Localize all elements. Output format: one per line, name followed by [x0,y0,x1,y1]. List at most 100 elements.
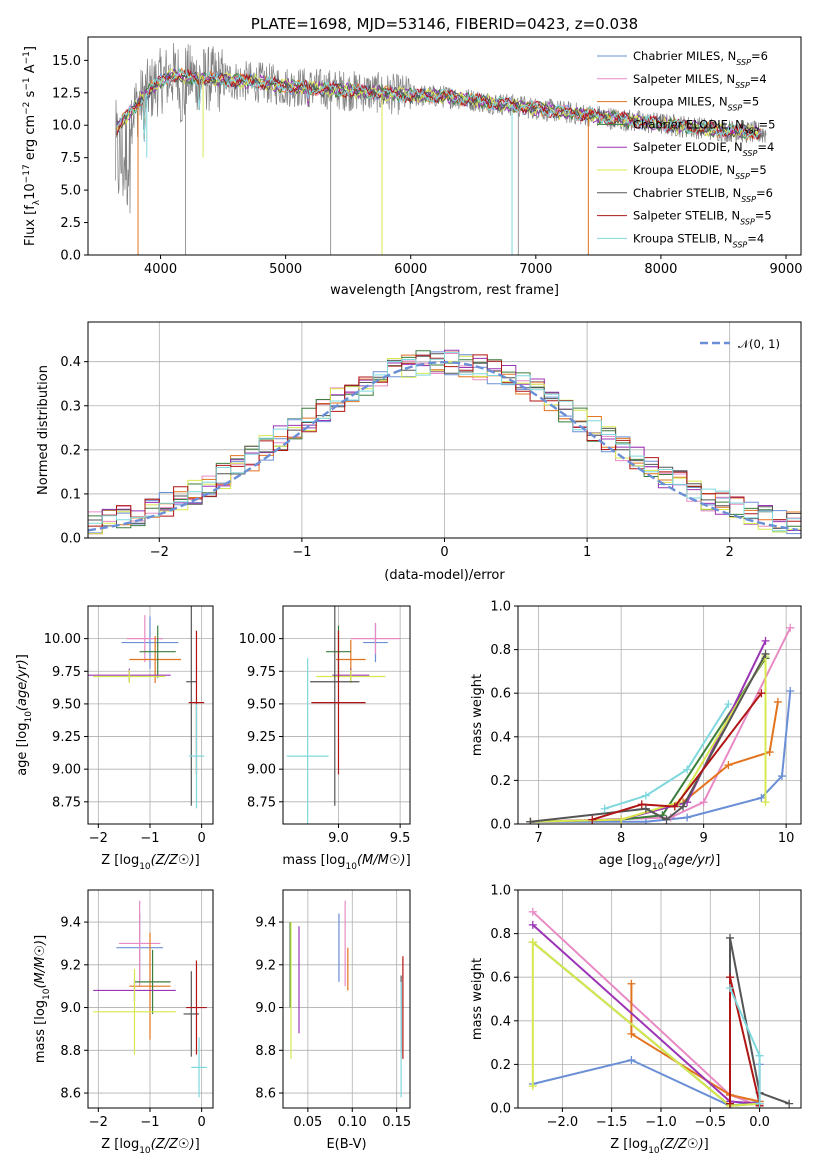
legend-sub: SSP [741,194,756,203]
legend-label: Kroupa MILES, N [633,95,728,109]
y-tick-label: 2.5 [60,216,81,231]
weight-marker [627,1029,636,1038]
weight-marker [662,815,671,824]
x-tick-label: 0 [197,1115,205,1130]
axes-frame [87,605,214,825]
x-tick-label: 0.15 [382,1115,411,1130]
label-part: (Z/Z☉) [660,1137,704,1152]
legend-suffix: =4 [750,72,767,86]
legend-sub: SSP [743,149,758,158]
weight-marker [699,798,708,807]
legend-entry: Salpeter STELIB, NSSP=5 [633,209,772,227]
weight-marker [778,772,787,781]
y-tick-label: 9.75 [52,665,81,680]
x-tick-label: 5000 [269,262,302,277]
legend-suffix: =5 [759,117,776,131]
x-tick-label: 9 [700,831,708,846]
y-tick-label: 0.1 [60,487,81,502]
age-vs-mass-panel: 9.0 9.5 8.75 9.00 9.25 9.50 9.75 10.00 mass [log… [239,605,411,872]
legend-entry: Salpeter ELODIE, NSSP=4 [633,140,774,158]
legend-entry: Kroupa STELIB, NSSP=4 [633,231,764,249]
y-tick-label: 8.75 [247,795,276,810]
y-tick-label: 10.00 [44,632,81,647]
label-part: mass [log [33,1000,48,1063]
y-axis-label: mass weight [470,674,485,756]
x-tick-label: 0 [440,545,448,560]
x-axis-label: Z [log10(Z/Z☉)] [101,1137,199,1156]
y-tick-label: 0.0 [60,249,81,264]
y-tick-label: 8.75 [52,795,81,810]
legend-suffix: =6 [756,186,773,200]
legend-label: Kroupa STELIB, N [633,231,733,245]
y-axis-label: mass [log10(M/M☉)] [33,935,52,1063]
weight-marker [757,793,766,802]
legend-suffix: =4 [747,231,764,245]
y-tick-label: 0.8 [490,927,511,942]
legend-sub: SSP [728,103,743,112]
weight-marker [641,804,650,813]
model-spectrum-line [116,68,762,141]
weight-marker [726,984,735,993]
y-axis-label: mass weight [470,958,485,1040]
x-tick-label: 8 [617,831,625,846]
weight-marker [679,802,688,811]
x-axis-label: Z [log10(Z/Z☉)] [101,853,199,872]
weight-marker [588,815,597,824]
y-tick-label: 9.4 [60,916,81,931]
weight-marker [528,938,537,947]
y-axis-label: Flux [fλ10−17 erg cm−2 s−1 A−1] [22,46,42,246]
weight-marker [641,791,650,800]
weight-marker [627,1056,636,1065]
weight-marker [683,813,692,822]
y-label-part: −1 [22,51,32,64]
y-label-part: A [23,64,38,77]
legend-label: Salpeter STELIB, N [633,209,740,223]
x-axis-label: Z [log10(Z/Z☉)] [610,1137,708,1156]
y-label-part: erg cm [23,115,38,164]
x-tick-label: 7 [534,831,542,846]
weight-marker [726,1099,735,1108]
label-part: (M/M☉) [33,940,48,989]
axes-frame [87,36,802,256]
y-tick-label: 0.0 [60,532,81,547]
y-tick-label: 8.6 [255,1087,276,1102]
y-axis-label: Normed distribution [36,365,51,495]
weight-series-line [592,692,763,821]
weight-marker [786,623,795,632]
y-tick-label: 0.0 [490,818,511,833]
axes-frame [87,889,214,1109]
model-spectrum-line [116,68,762,140]
label-sub: 10 [24,711,34,723]
y-tick-label: 0.4 [490,730,511,745]
weight-series-line [604,703,730,810]
weight-marker [773,697,782,706]
mass-vs-z-panel: −2 −1 08.68.89.09.29.4Z [log10(Z/Z☉)]mass … [33,889,214,1156]
label-sub: 10 [346,862,358,872]
y-tick-label: 1.0 [490,884,511,899]
legend-label: Chabrier ELODIE, N [633,117,744,131]
x-tick-label: −0.5 [694,1115,726,1130]
y-tick-label: 0.0 [490,1102,511,1117]
axes-frame [517,889,802,1109]
legend-suffix: =5 [755,209,772,223]
x-tick-label: 4000 [144,262,177,277]
legend-sub: SSP [735,172,750,181]
plot-area [88,349,801,535]
weight-marker [637,800,646,809]
label-sub: 10 [648,1146,660,1156]
label-part: ] [704,1137,709,1152]
x-tick-label: −1 [292,545,311,560]
axes-frame [517,605,802,825]
legend-sub: SSP [736,58,751,67]
x-tick-label: −2.0 [547,1115,579,1130]
plot-area [88,606,205,809]
weight-marker [627,979,636,988]
plot-area [93,900,207,1098]
x-axis-label: age [log10(age/yr)] [599,853,721,872]
y-tick-label: 9.4 [255,916,276,931]
weight-marker [600,804,609,813]
x-axis-label: mass [log10(M/M☉)] [282,853,410,872]
weight-marker [785,1099,794,1108]
